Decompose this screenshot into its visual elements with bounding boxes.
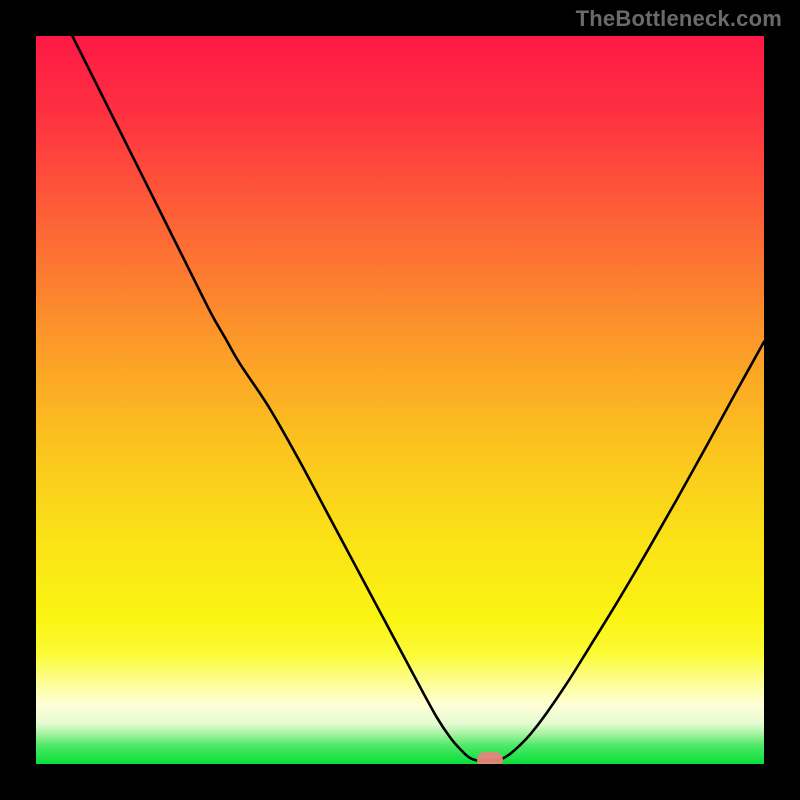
watermark-text: TheBottleneck.com [576,6,782,32]
bottleneck-curve-path [72,36,764,761]
optimal-point-marker [477,752,503,764]
outer-frame: TheBottleneck.com [0,0,800,800]
plot-area [36,36,764,764]
bottleneck-curve [36,36,764,764]
